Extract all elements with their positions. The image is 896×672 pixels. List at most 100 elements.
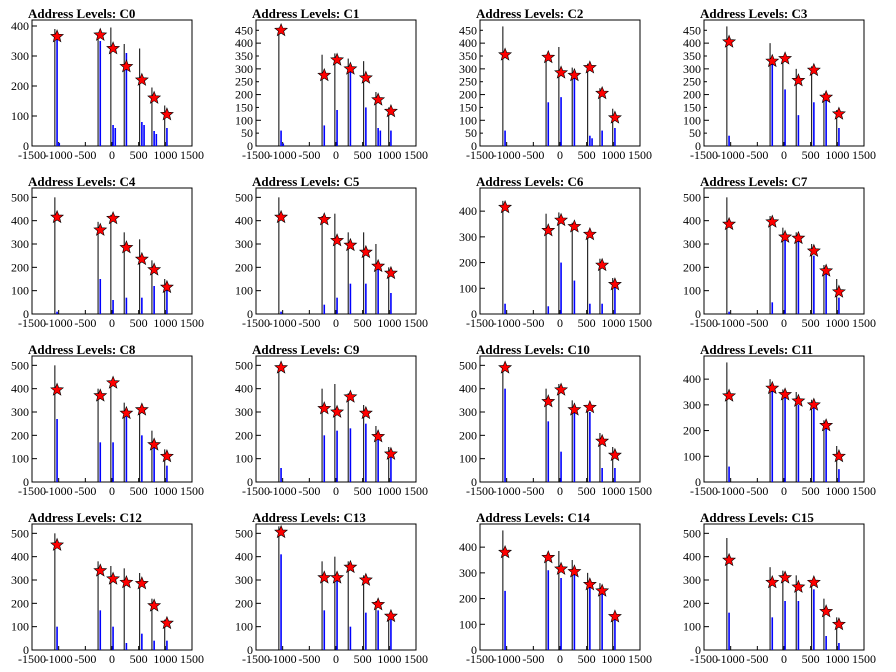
peak-marker-star bbox=[371, 258, 386, 273]
peak-marker-star bbox=[119, 240, 134, 254]
chart-plot: 0 100 200 300 400 500 -1500-1000 -500 0 500 1000 15… bbox=[235, 355, 428, 498]
peak-marker-star bbox=[567, 564, 582, 578]
y-tick-label: 500 bbox=[235, 190, 253, 204]
y-tick-label: 400 bbox=[235, 36, 253, 50]
x-tick-label: -1500 bbox=[690, 652, 718, 666]
peak-marker-star bbox=[330, 404, 345, 418]
chart-title: Address Levels: C14 bbox=[476, 510, 590, 525]
x-tick-label: -1000 bbox=[717, 316, 745, 330]
chart-panel: Address Levels: C9 0 100 200 300 400 500 -1500-… bbox=[224, 336, 448, 504]
peak-marker-star bbox=[274, 524, 289, 539]
x-tick-label: 1000 bbox=[601, 148, 625, 162]
x-tick-label: -500 bbox=[74, 652, 96, 666]
x-tick-label: -500 bbox=[746, 316, 768, 330]
x-tick-label: -1000 bbox=[45, 484, 73, 498]
x-tick-label: 0 bbox=[781, 148, 787, 162]
plot-frame bbox=[479, 355, 641, 483]
x-tick-label: 0 bbox=[333, 316, 339, 330]
y-tick-label: 0 bbox=[471, 643, 477, 657]
peak-marker-star bbox=[791, 393, 806, 407]
chart-plot: 0 100 200 300 400 -1500-1000 -500 0 500 1000 1500 bbox=[459, 523, 652, 666]
y-tick-label: 0 bbox=[247, 139, 253, 153]
peak-marker-star bbox=[119, 575, 134, 589]
peak-marker-star bbox=[791, 230, 806, 245]
x-tick-label: 0 bbox=[557, 148, 563, 162]
y-tick-label: 0 bbox=[247, 475, 253, 489]
peak-marker-star bbox=[582, 226, 597, 241]
peak-marker-star bbox=[554, 382, 569, 396]
chart-panel: Address Levels: C5 0 100 200 300 400 500 -1500-… bbox=[224, 168, 448, 336]
peak-marker-star bbox=[371, 597, 386, 611]
peak-marker-star bbox=[582, 577, 597, 591]
x-tick-label: 1000 bbox=[153, 484, 177, 498]
y-tick-label: 200 bbox=[235, 260, 253, 274]
chart-plot: 0 100 200 300 400 500 -1500-1000 -500 0 500 1000 15… bbox=[11, 187, 204, 330]
y-tick-label: 100 bbox=[459, 113, 477, 127]
y-tick-label: 0 bbox=[23, 139, 29, 153]
peak-marker-star bbox=[147, 262, 162, 276]
x-tick-label: 500 bbox=[578, 652, 596, 666]
x-tick-label: 1500 bbox=[852, 148, 876, 162]
peak-marker-star bbox=[765, 53, 780, 68]
x-tick-label: -1500 bbox=[466, 484, 494, 498]
peak-marker-star bbox=[274, 22, 289, 37]
x-tick-label: 1000 bbox=[601, 484, 625, 498]
x-tick-label: 1500 bbox=[628, 148, 652, 162]
x-tick-label: -1500 bbox=[242, 652, 270, 666]
peak-marker-star bbox=[607, 609, 622, 623]
peak-marker-star bbox=[541, 49, 556, 64]
chart-plot: 0 100 200 300 400 500 -1500-1000 -500 0 500 1000 15… bbox=[11, 523, 204, 666]
plot-frame bbox=[255, 355, 417, 483]
peak-marker-star bbox=[330, 233, 345, 247]
peak-marker-star bbox=[274, 209, 289, 224]
y-tick-label: 300 bbox=[683, 398, 701, 412]
x-tick-label: 1000 bbox=[153, 148, 177, 162]
plot-frame bbox=[31, 187, 193, 315]
plot-frame bbox=[31, 355, 193, 483]
y-tick-label: 300 bbox=[11, 237, 29, 251]
y-tick-label: 500 bbox=[683, 190, 701, 204]
x-tick-label: 500 bbox=[354, 148, 372, 162]
y-tick-label: 200 bbox=[459, 592, 477, 606]
peak-marker-star bbox=[343, 61, 358, 75]
y-tick-label: 0 bbox=[23, 643, 29, 657]
y-tick-label: 300 bbox=[459, 62, 477, 76]
plot-frame bbox=[703, 523, 865, 651]
y-tick-label: 150 bbox=[683, 100, 701, 114]
x-tick-label: 500 bbox=[354, 484, 372, 498]
x-tick-label: 1500 bbox=[180, 148, 204, 162]
x-tick-label: 0 bbox=[781, 484, 787, 498]
peak-marker-star bbox=[159, 107, 174, 121]
y-tick-label: 300 bbox=[235, 405, 253, 419]
x-tick-label: -500 bbox=[74, 484, 96, 498]
plot-frame bbox=[703, 355, 865, 483]
y-tick-label: 300 bbox=[459, 230, 477, 244]
x-tick-label: 0 bbox=[557, 652, 563, 666]
peak-marker-star bbox=[554, 561, 569, 575]
chart-panel: Address Levels: C14 0 100 200 300 400 -1500 -10… bbox=[448, 504, 672, 672]
x-tick-label: 500 bbox=[802, 316, 820, 330]
peak-marker-star bbox=[383, 446, 398, 460]
plot-frame bbox=[255, 19, 417, 147]
peak-marker-star bbox=[119, 405, 134, 420]
y-tick-label: 300 bbox=[11, 405, 29, 419]
x-tick-label: 500 bbox=[130, 316, 148, 330]
chart-title: Address Levels: C10 bbox=[476, 342, 590, 357]
peak-marker-star bbox=[806, 243, 821, 257]
peak-marker-star bbox=[806, 62, 821, 77]
peak-marker-star bbox=[819, 89, 834, 104]
x-tick-label: -1500 bbox=[690, 148, 718, 162]
x-tick-label: 1500 bbox=[852, 484, 876, 498]
peak-marker-star bbox=[541, 550, 556, 564]
y-tick-label: 150 bbox=[459, 100, 477, 114]
peak-marker-star bbox=[134, 72, 149, 86]
x-tick-label: 500 bbox=[354, 652, 372, 666]
peak-marker-star bbox=[159, 615, 174, 630]
chart-panel: Address Levels: C12 0 100 200 300 400 500 -1500… bbox=[0, 504, 224, 672]
x-tick-label: 0 bbox=[333, 484, 339, 498]
x-tick-label: 1500 bbox=[628, 652, 652, 666]
x-tick-label: -1500 bbox=[18, 652, 46, 666]
peak-marker-star bbox=[722, 552, 737, 567]
x-tick-label: 0 bbox=[557, 316, 563, 330]
y-tick-label: 250 bbox=[459, 75, 477, 89]
